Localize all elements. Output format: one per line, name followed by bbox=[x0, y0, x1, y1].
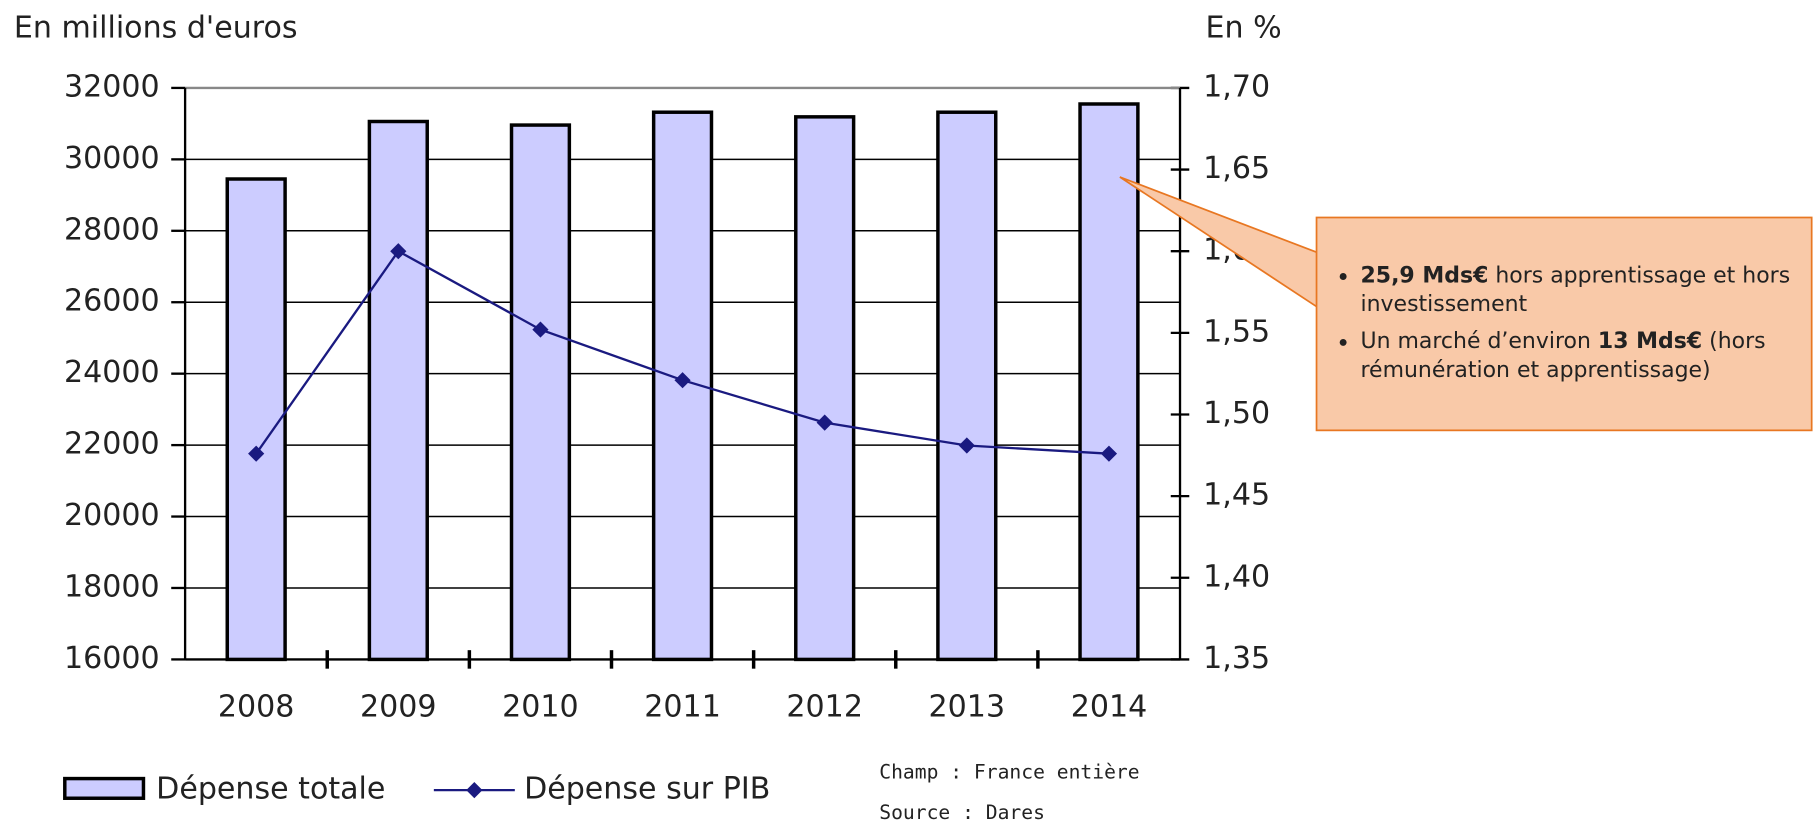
annotation-part: hors apprentissage et hors investissemen… bbox=[1360, 262, 1791, 317]
y2-axis-title: En % bbox=[1205, 10, 1281, 45]
bar bbox=[367, 119, 429, 662]
legend-swatch bbox=[466, 782, 483, 799]
marker bbox=[532, 321, 549, 338]
x-tick-label: 2013 bbox=[929, 690, 1006, 725]
bar bbox=[225, 177, 287, 662]
y2-tick-label: 1,40 bbox=[1203, 559, 1270, 594]
x-tick-label: 2008 bbox=[218, 690, 295, 725]
bar bbox=[509, 123, 572, 662]
y2-tick-label: 1,70 bbox=[1203, 69, 1270, 104]
annotation: 25,9 Mds€ hors apprentissage et hors inv… bbox=[1317, 261, 1812, 430]
y-tick-label: 18000 bbox=[64, 569, 160, 604]
bar bbox=[936, 110, 998, 662]
y-tick-label: 28000 bbox=[64, 212, 160, 247]
annotation-part: Un marché d’environ bbox=[1360, 328, 1598, 355]
x-tick-label: 2009 bbox=[360, 690, 437, 725]
y-tick-label: 22000 bbox=[64, 427, 160, 462]
legend-label: Dépense sur PIB bbox=[524, 772, 770, 807]
bar bbox=[794, 115, 856, 662]
y-tick-label: 24000 bbox=[64, 355, 160, 390]
x-tick-label: 2014 bbox=[1071, 690, 1148, 725]
annotation-text: 25,9 Mds€ hors apprentissage et hors inv… bbox=[1317, 261, 1812, 384]
annotation-item: 25,9 Mds€ hors apprentissage et hors inv… bbox=[1360, 261, 1802, 318]
annotation-part: 25,9 Mds€ bbox=[1360, 262, 1489, 289]
note: Champ : France entière bbox=[879, 760, 1139, 783]
x-tick-label: 2010 bbox=[502, 690, 579, 725]
y-tick-label: 20000 bbox=[64, 498, 160, 533]
annotation-part: (hors rémunération et apprentissage) bbox=[1360, 328, 1766, 383]
y2-tick-label: 1,55 bbox=[1203, 314, 1270, 349]
marker bbox=[1100, 445, 1118, 462]
y-tick-label: 30000 bbox=[64, 141, 160, 176]
marker bbox=[248, 445, 265, 462]
annotation-part: 13 Mds€ bbox=[1597, 328, 1703, 355]
y2-tick-label: 1,65 bbox=[1203, 151, 1270, 186]
legend-label: Dépense totale bbox=[156, 772, 385, 807]
marker bbox=[958, 437, 975, 454]
y2-tick-label: 1,45 bbox=[1203, 478, 1270, 513]
y-tick-label: 16000 bbox=[64, 641, 160, 676]
bar bbox=[1078, 102, 1140, 662]
y2-tick-label: 1,50 bbox=[1203, 396, 1270, 431]
note: Source : Dares bbox=[879, 801, 1045, 823]
x-tick-label: 2011 bbox=[644, 690, 721, 725]
marker bbox=[674, 372, 691, 389]
marker bbox=[816, 414, 833, 431]
annotation-box bbox=[1315, 216, 1813, 432]
y-tick-label: 26000 bbox=[64, 284, 160, 319]
x-tick-label: 2012 bbox=[786, 690, 863, 725]
y2-tick-label: 1,35 bbox=[1203, 641, 1270, 676]
y-axis-title: En millions d'euros bbox=[14, 10, 298, 45]
legend-swatch bbox=[63, 776, 146, 800]
callout-pointer bbox=[1119, 176, 1318, 308]
annotation-item: Un marché d’environ 13 Mds€ (hors rémuné… bbox=[1360, 328, 1802, 385]
y-tick-label: 32000 bbox=[64, 69, 160, 104]
